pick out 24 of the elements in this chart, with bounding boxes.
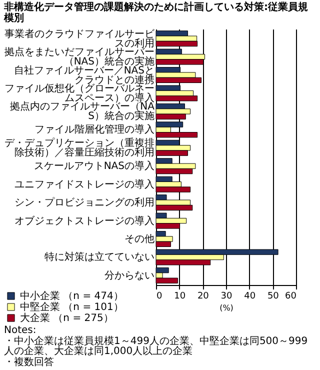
y-tick-label: シン・プロビジョニングの利用 [14, 196, 154, 209]
text: Notes: [4, 325, 38, 336]
x-tick-label: 40 [244, 292, 256, 302]
legend-label: 中堅企業 （n = 101） [20, 301, 124, 313]
y-tick-label: 分からない [104, 269, 154, 282]
x-tick-label: 20 [197, 292, 210, 302]
x-axis-title: (%) [220, 304, 234, 312]
legend-label: 中小企業 （n = 474） [20, 290, 124, 302]
legend-label: 大企業 （n = 275） [20, 312, 114, 324]
x-tick-label: 50 [267, 292, 280, 302]
x-tick-label: 60 [285, 292, 297, 302]
y-tick-label: その他 [124, 232, 154, 245]
y-tick-label: オブジェクトストレージの導入 [14, 214, 154, 227]
chart-title: 非構造化データ管理の課題解決のために計画している対策:従業員規模別 [2, 0, 309, 26]
x-tick-label: 30 [220, 292, 232, 302]
y-tick-label: 特に対策は立てていない [44, 251, 154, 264]
y-tick-label: ユニファイドストレージの導入 [14, 178, 154, 190]
x-tick-label: 10 [174, 292, 186, 302]
y-tick-label: ファイル階層化管理の導入 [34, 124, 154, 136]
y-tick-label: スケールアウトNASの導入 [34, 160, 154, 172]
x-tick-label: 0 [156, 292, 162, 302]
text: ・中小企業は従業員規模1～499人の企業、中堅企業は同500～999人の企業、大企業は同1,000人以上の企業 [4, 336, 309, 357]
text: ・複数回答 [4, 356, 55, 368]
y-tick-label: デ・デュプリケーション（重複排除技術）／容量圧縮技術の利用 [4, 137, 154, 159]
